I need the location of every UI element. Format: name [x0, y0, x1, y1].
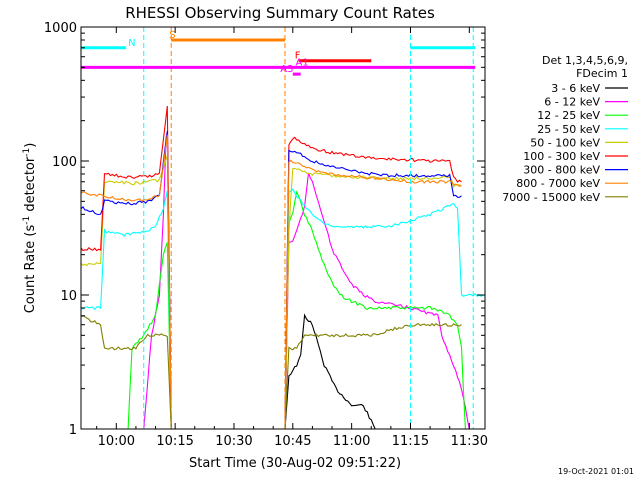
legend-entry-label: 300 - 800 keV [523, 164, 600, 177]
legend-entry-label: 25 - 50 keV [537, 123, 600, 136]
series-line-100-300-kev [80, 105, 462, 430]
x-tick-label: 10:00 [98, 434, 135, 449]
series-line-3-6-kev [81, 313, 485, 430]
marker-label-s: S [169, 30, 175, 41]
x-tick-label: 11:15 [392, 434, 429, 449]
x-axis-label: Start Time (30-Aug-02 09:51:22) [189, 456, 401, 471]
marker-label-f: F [295, 51, 301, 62]
marker-label-a1: A1 [296, 57, 309, 68]
series-line-50-100-kev [80, 155, 462, 430]
legend-entry-label: 12 - 25 keV [537, 109, 600, 122]
legend-entry-label: 6 - 12 keV [544, 96, 600, 109]
marker-label-a3: A3 [280, 64, 293, 75]
y-tick-label: 10 [60, 289, 77, 304]
x-tick-label: 10:30 [215, 434, 252, 449]
legend-entry-label: 100 - 300 keV [523, 150, 600, 163]
plot-frame [80, 26, 486, 430]
x-tick-label: 11:30 [451, 434, 488, 449]
footer-date: 19-Oct-2021 01:01 [558, 467, 634, 476]
y-tick-label: 1 [69, 423, 77, 438]
series-line-800-7000-kev [80, 134, 462, 430]
marker-label-n: N [128, 38, 135, 49]
legend-entry-label: 800 - 7000 keV [516, 177, 600, 190]
legend-entry-label: 7000 - 15000 keV [502, 191, 600, 204]
x-axis: 10:00 10:15 10:30 10:45 11:00 11:15 11:30 [96, 27, 488, 449]
chart-title: RHESSI Observing Summary Count Rates [125, 4, 435, 22]
x-tick-label: 10:45 [274, 434, 311, 449]
y-tick-label: 1000 [44, 21, 77, 36]
x-tick-label: 10:15 [156, 434, 193, 449]
y-tick-label: 100 [52, 155, 77, 170]
series-line-7000-15000-kev [80, 315, 462, 430]
legend-entry-label: 50 - 100 keV [530, 136, 600, 149]
x-tick-label: 11:00 [333, 434, 370, 449]
legend-entry-label: 3 - 6 keV [551, 82, 600, 95]
y-axis-label: Count Rate (s-1 detector-1) [22, 143, 38, 314]
legend-header: Det 1,3,4,5,6,9, [542, 54, 628, 67]
y-axis: 1 10 100 1000 [44, 21, 485, 438]
series-line-300-800-kev [80, 130, 462, 430]
legend-header: FDecim 1 [576, 67, 628, 80]
series-line-6-12-kev [81, 133, 485, 430]
